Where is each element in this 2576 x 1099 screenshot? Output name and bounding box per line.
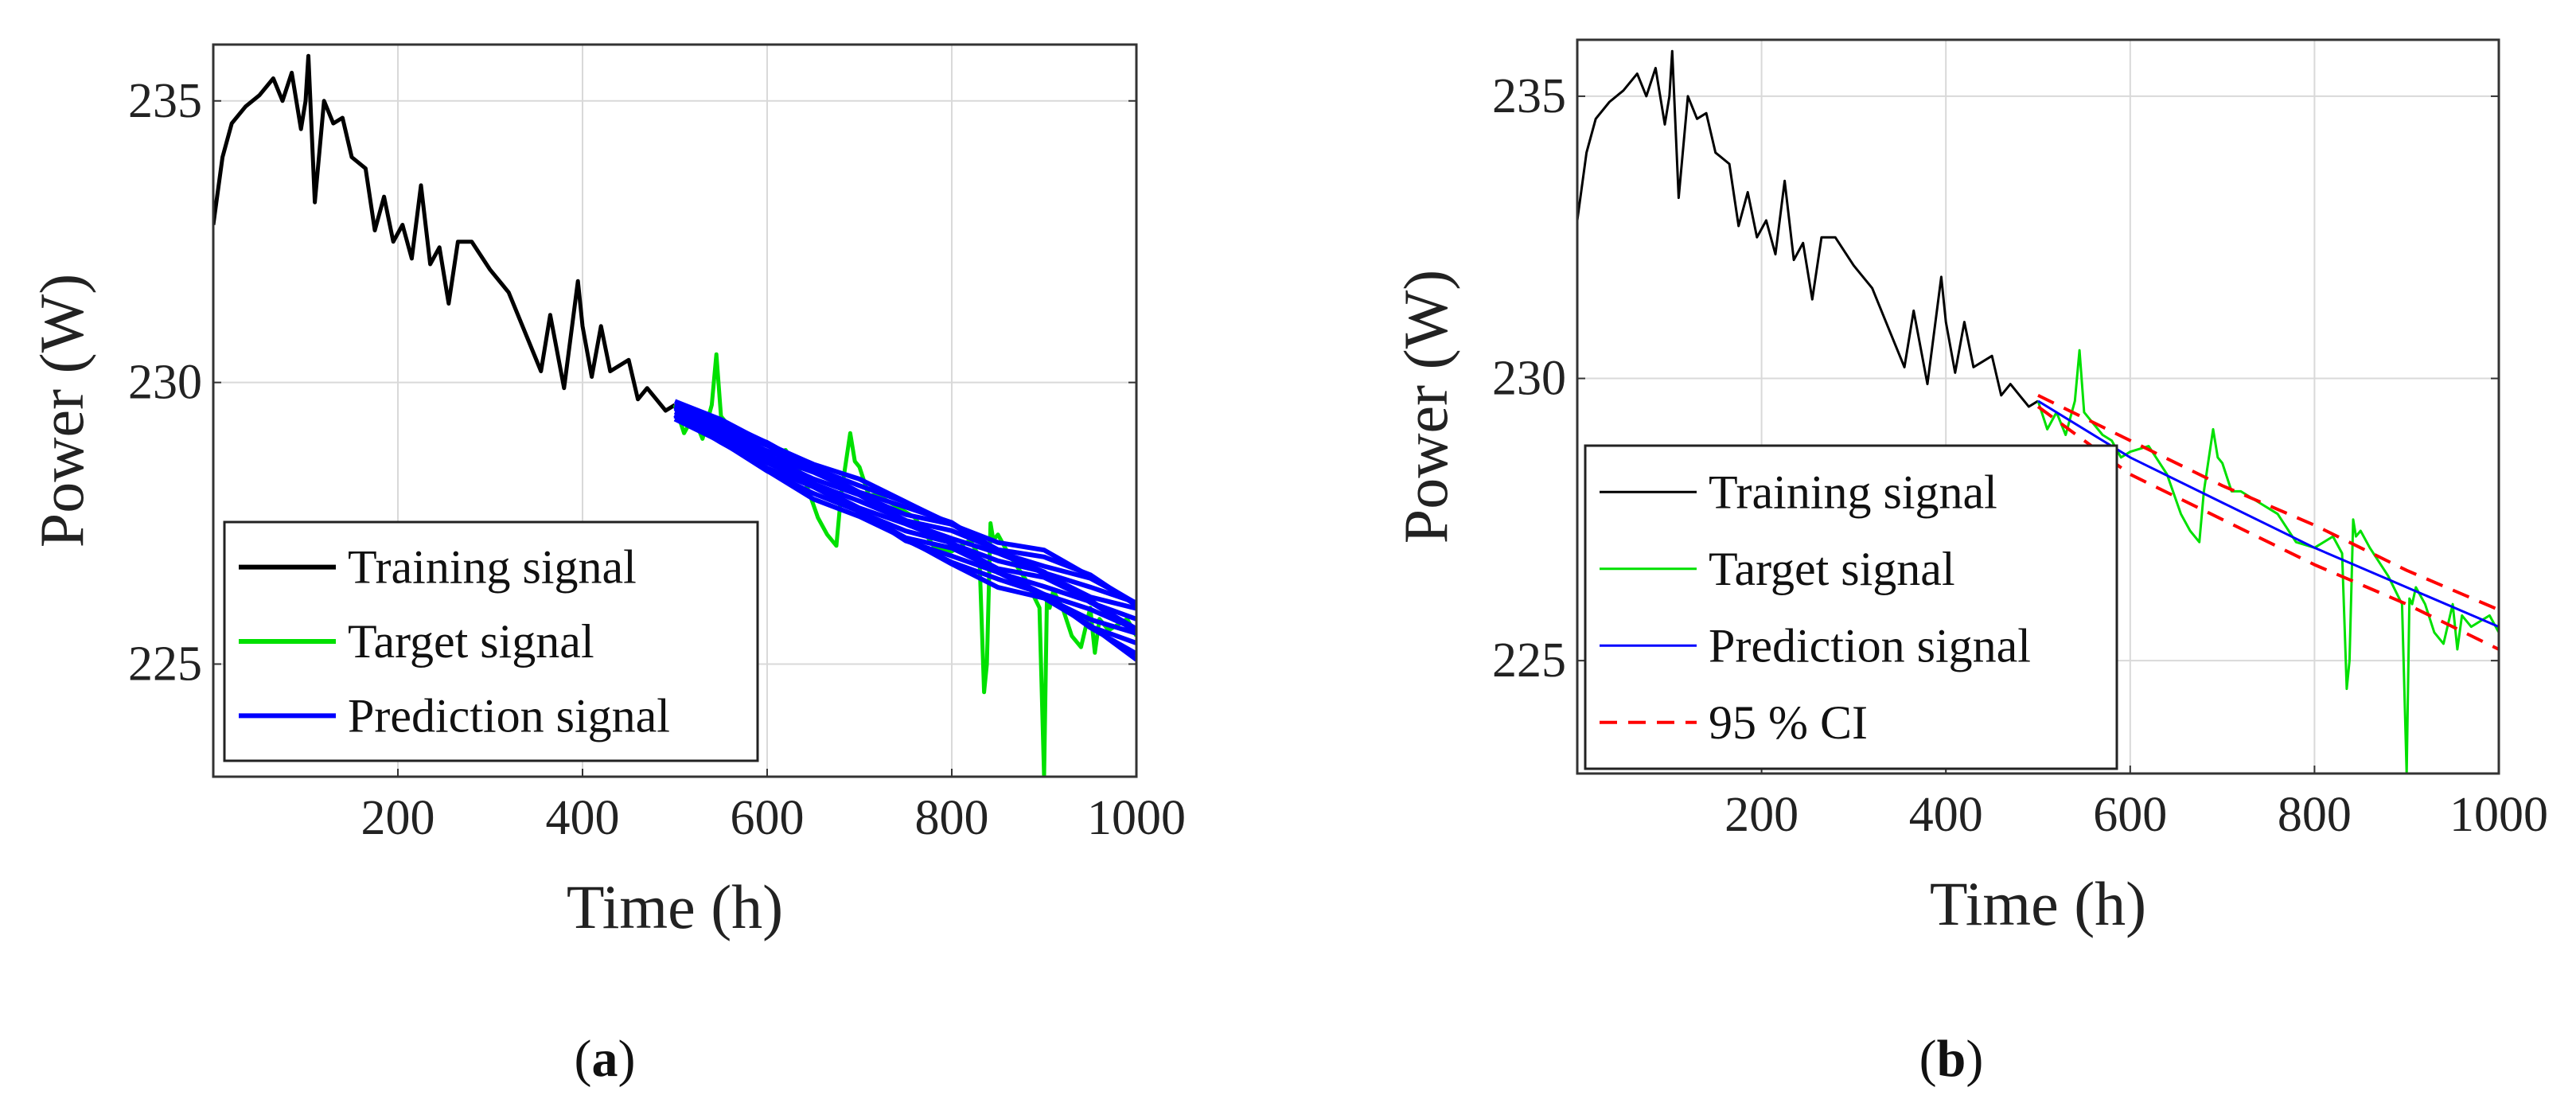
- x-tick-label: 1000: [2449, 788, 2548, 842]
- x-tick-label: 600: [731, 791, 805, 845]
- x-tick-label: 400: [1909, 788, 1983, 842]
- x-tick-labels: 200 400 600 800 1000: [361, 769, 1186, 845]
- x-axis-label: Time (h): [1930, 869, 2146, 938]
- legend-label: 95 % CI: [1709, 696, 1868, 749]
- y-tick-label: 225: [128, 637, 202, 691]
- panel-caption: (b): [1919, 1030, 1984, 1088]
- legend-label: Training signal: [348, 541, 637, 594]
- prediction-trajectory: [673, 412, 1136, 636]
- legend-label: Prediction signal: [348, 689, 670, 742]
- x-tick-labels: 200 400 600 800 1000: [1724, 766, 2548, 842]
- prediction-trajectory: [673, 404, 1136, 606]
- plot-frame: [212, 43, 1138, 778]
- chart-panel-b: 200 400 600 800 1000 225 230 235 Time (h) Powe…: [1391, 38, 2548, 1088]
- x-tick-label: 1000: [1087, 791, 1186, 845]
- y-tick-label: 230: [1492, 352, 1566, 406]
- legend-label: Target signal: [1709, 543, 1955, 595]
- y-axis-label: Power (W): [1391, 270, 1460, 544]
- legend: Training signal Target signal Prediction s…: [223, 520, 759, 762]
- series-line-target-signal: [2036, 349, 2499, 774]
- series-line-training-signal: [213, 53, 676, 413]
- plot-frame: [1576, 38, 2500, 775]
- x-tick-label: 200: [1724, 788, 1799, 842]
- legend-label: Training signal: [1709, 466, 1997, 518]
- legend-label: Prediction signal: [1709, 619, 2031, 672]
- y-tick-label: 235: [1492, 69, 1566, 123]
- prediction-trajectory: [673, 404, 1136, 611]
- x-tick-label: 400: [546, 791, 620, 845]
- x-axis-label: Time (h): [567, 872, 783, 941]
- legend-label: Target signal: [348, 615, 594, 668]
- prediction-trajectory: [673, 413, 1136, 632]
- series-line-training-signal: [1577, 49, 2039, 408]
- x-tick-label: 600: [2093, 788, 2167, 842]
- y-tick-labels: 225 230 235: [128, 74, 1136, 691]
- x-tick-label: 800: [915, 791, 989, 845]
- prediction-trajectory: [673, 399, 1136, 606]
- y-tick-labels: 225 230 235: [1492, 69, 2499, 688]
- x-tick-label: 200: [361, 791, 435, 845]
- legend: Training signal Target signal Prediction s…: [1584, 444, 2118, 770]
- chart-panel-a: 200 400 600 800 1000 225 230 235 Time (h) Powe…: [27, 43, 1186, 1088]
- x-tick-label: 800: [2278, 788, 2352, 842]
- panel-caption: (a): [575, 1030, 636, 1088]
- y-tick-label: 235: [128, 74, 202, 128]
- y-axis-label: Power (W): [27, 274, 96, 548]
- y-tick-label: 230: [128, 356, 202, 410]
- y-tick-label: 225: [1492, 633, 1566, 688]
- legend-box: [1584, 444, 2118, 770]
- series-layer: [213, 53, 1136, 777]
